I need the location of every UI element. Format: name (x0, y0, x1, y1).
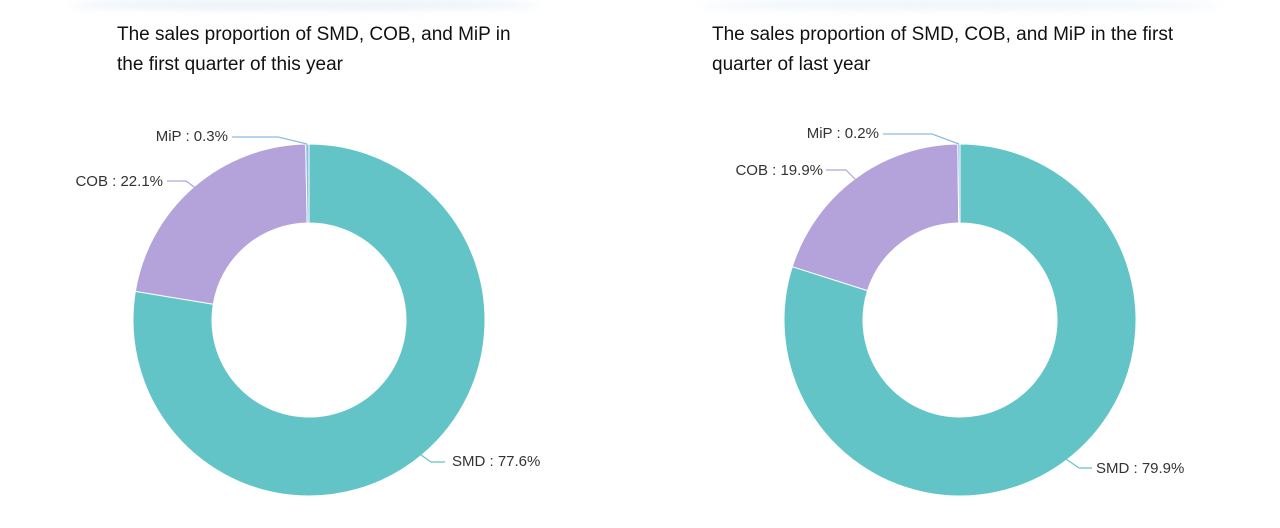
slice-label-mip: MiP : 0.3% (156, 128, 228, 145)
chart-title-last-year: The sales proportion of SMD, COB, and Mi… (712, 24, 1174, 75)
chart-panel-last-year: The sales proportion of SMD, COB, and Mi… (640, 0, 1280, 528)
top-glow-right (700, 0, 1220, 10)
leader-line-smd (413, 449, 445, 463)
leader-line-mip (883, 133, 960, 145)
slice-group-this-year (132, 143, 486, 497)
leader-line-cob (826, 169, 857, 181)
top-glow-left (70, 0, 540, 10)
chart-panel-this-year: The sales proportion of SMD, COB, and Mi… (75, 24, 540, 497)
leader-line-mip (232, 136, 308, 145)
slice-label-smd: SMD : 79.9% (1096, 460, 1184, 477)
leader-line-cob (167, 180, 198, 190)
donut-chart-last-year: MiP : 0.2% COB : 19.9% SMD : 79.9% (735, 125, 1184, 497)
slice-label-cob: COB : 22.1% (75, 173, 163, 190)
slice-cob (134, 143, 308, 305)
chart-title-this-year: The sales proportion of SMD, COB, and Mi… (117, 24, 511, 75)
slice-label-cob: COB : 19.9% (735, 162, 823, 179)
slice-smd (132, 143, 486, 497)
slice-cob (791, 143, 960, 292)
slice-smd (783, 143, 1137, 497)
donut-chart-this-year: MiP : 0.3% COB : 22.1% SMD : 77.6% (75, 128, 540, 497)
slice-group-last-year (783, 143, 1137, 497)
slice-label-smd: SMD : 77.6% (452, 453, 540, 470)
slice-label-mip: MiP : 0.2% (807, 125, 879, 142)
leader-line-smd (1062, 456, 1092, 469)
